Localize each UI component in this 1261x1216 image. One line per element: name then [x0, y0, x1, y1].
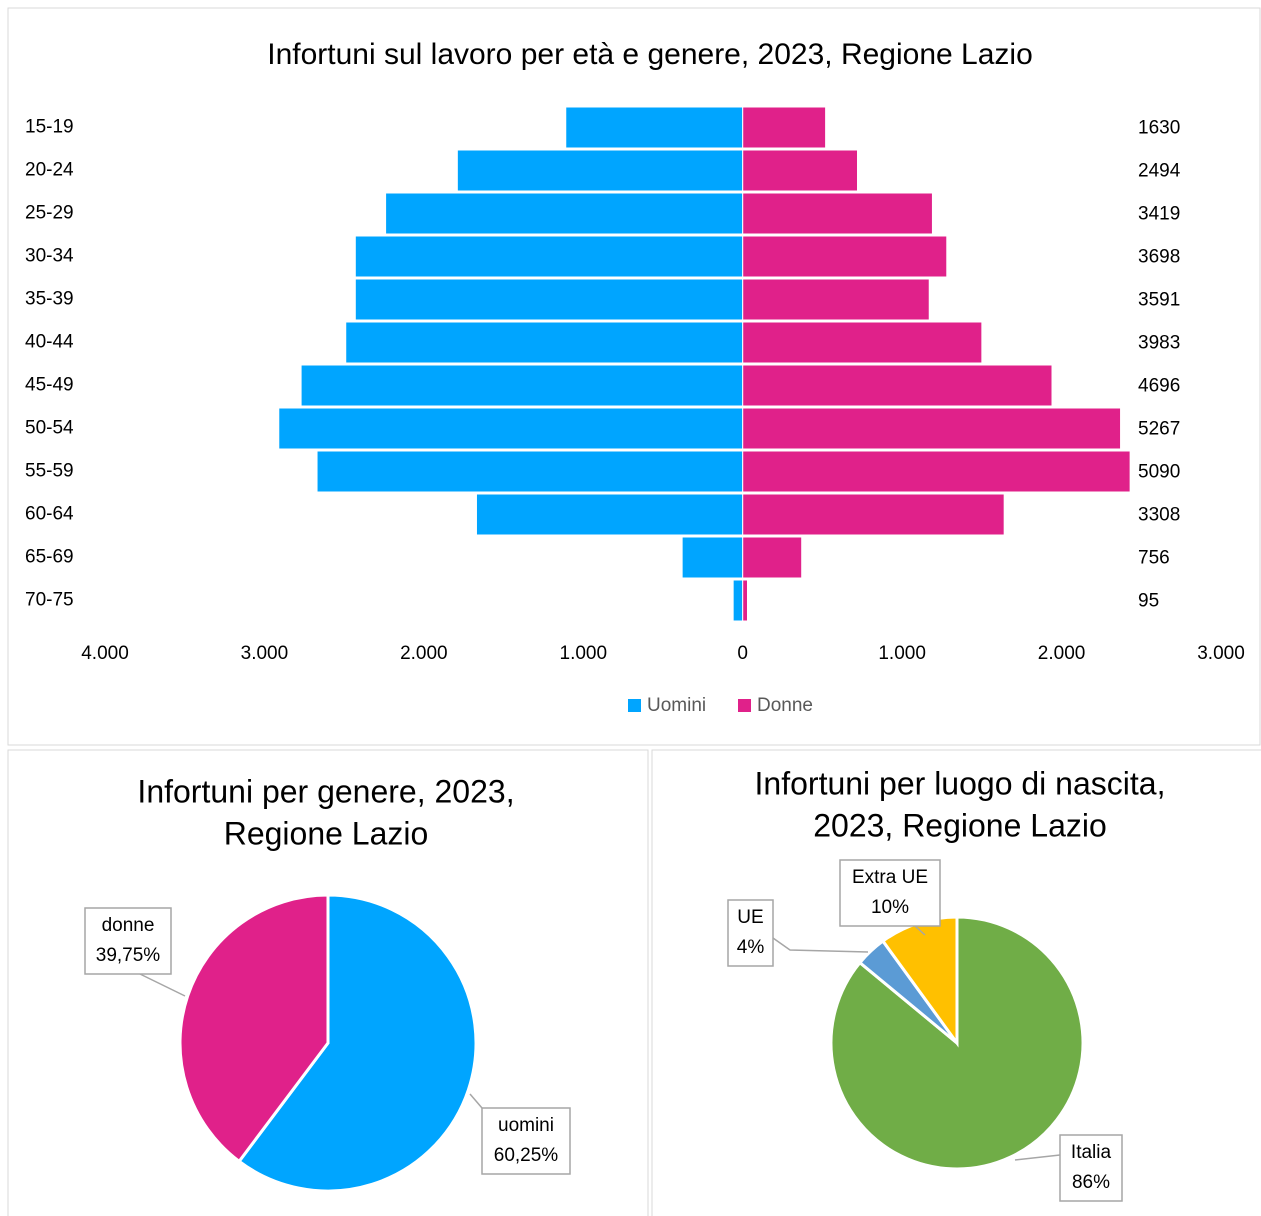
total-label: 1630 [1138, 118, 1180, 139]
bar [742, 450, 1131, 493]
total-label: 4696 [1138, 376, 1180, 397]
label-box [727, 899, 774, 967]
bar [345, 321, 744, 364]
bar [742, 536, 803, 579]
data-label: 10% [871, 897, 909, 918]
data-label: 86% [1072, 1172, 1110, 1193]
x-tick-label: 3.000 [1197, 643, 1245, 664]
data-label-name: UE [737, 907, 763, 928]
data-label: 39,75% [96, 945, 161, 966]
chart-title: Infortuni per genere, 2023, [137, 773, 514, 809]
bar [385, 192, 744, 235]
leader-line [914, 925, 926, 936]
total-label: 756 [1138, 548, 1170, 569]
y-tick-label: 65-69 [25, 547, 74, 568]
bar [565, 106, 744, 149]
bar [732, 579, 744, 622]
bar [300, 364, 744, 407]
bar [316, 450, 744, 493]
data-label: 60,25% [494, 1145, 559, 1166]
legend-swatch [628, 699, 641, 712]
x-tick-label: 1.000 [878, 643, 926, 664]
bar [456, 149, 744, 192]
x-tick-label: 3.000 [241, 643, 289, 664]
y-tick-label: 50-54 [25, 418, 74, 439]
bar [742, 278, 930, 321]
data-label: 4% [737, 937, 765, 958]
bar [354, 235, 744, 278]
bar [742, 192, 933, 235]
bar [475, 493, 744, 536]
x-tick-label: 4.000 [81, 643, 129, 664]
total-label: 5090 [1138, 462, 1180, 483]
x-tick-label: 2.000 [400, 643, 448, 664]
x-tick-label: 0 [737, 643, 748, 664]
total-label: 95 [1138, 591, 1159, 612]
legend-label: Uomini [647, 695, 706, 716]
chart-title: Infortuni per luogo di nascita, [755, 765, 1166, 801]
panel [7, 7, 1261, 746]
x-tick-label: 2.000 [1038, 643, 1086, 664]
bar [681, 536, 744, 579]
chart-title: Infortuni sul lavoro per età e genere, 2… [267, 38, 1033, 71]
x-tick-label: 1.000 [560, 643, 608, 664]
bar [742, 407, 1122, 450]
y-tick-label: 25-29 [25, 203, 74, 224]
y-tick-label: 55-59 [25, 461, 74, 482]
panel [7, 749, 649, 1216]
chart-title: Regione Lazio [224, 815, 429, 851]
y-tick-label: 15-19 [25, 117, 74, 138]
label-box [481, 1107, 571, 1175]
total-label: 3983 [1138, 333, 1180, 354]
bar [278, 407, 744, 450]
total-label: 3419 [1138, 204, 1180, 225]
bar [742, 106, 827, 149]
legend-label: Donne [757, 695, 813, 716]
total-label: 5267 [1138, 419, 1180, 440]
data-label-name: uomini [498, 1115, 554, 1136]
leader-line [1014, 1154, 1061, 1161]
bar [742, 364, 1053, 407]
y-tick-label: 35-39 [25, 289, 74, 310]
data-label-name: Italia [1071, 1142, 1112, 1163]
bar [742, 235, 948, 278]
total-label: 3308 [1138, 505, 1180, 526]
chart-title: 2023, Regione Lazio [813, 807, 1107, 843]
bar [354, 278, 744, 321]
y-tick-label: 45-49 [25, 375, 74, 396]
total-label: 3698 [1138, 247, 1180, 268]
leader-line [469, 1093, 483, 1109]
data-label-name: donne [102, 915, 155, 936]
pie-slice [237, 893, 478, 1193]
label-box [839, 859, 941, 927]
bar [742, 579, 748, 622]
y-tick-label: 30-34 [25, 246, 74, 267]
leader-line [772, 937, 869, 953]
bar [742, 321, 983, 364]
leader-line [139, 973, 186, 997]
total-label: 2494 [1138, 161, 1181, 182]
data-label-name: Extra UE [852, 867, 928, 888]
bar [742, 149, 859, 192]
y-tick-label: 20-24 [25, 160, 74, 181]
y-tick-label: 60-64 [25, 504, 74, 525]
pie-slice [178, 893, 330, 1164]
y-tick-label: 40-44 [25, 332, 74, 353]
label-box [84, 907, 172, 975]
panel [651, 749, 1261, 1216]
bar [742, 493, 1005, 536]
label-box [1059, 1134, 1123, 1202]
legend-swatch [738, 699, 751, 712]
y-tick-label: 70-75 [25, 590, 74, 611]
total-label: 3591 [1138, 290, 1180, 311]
